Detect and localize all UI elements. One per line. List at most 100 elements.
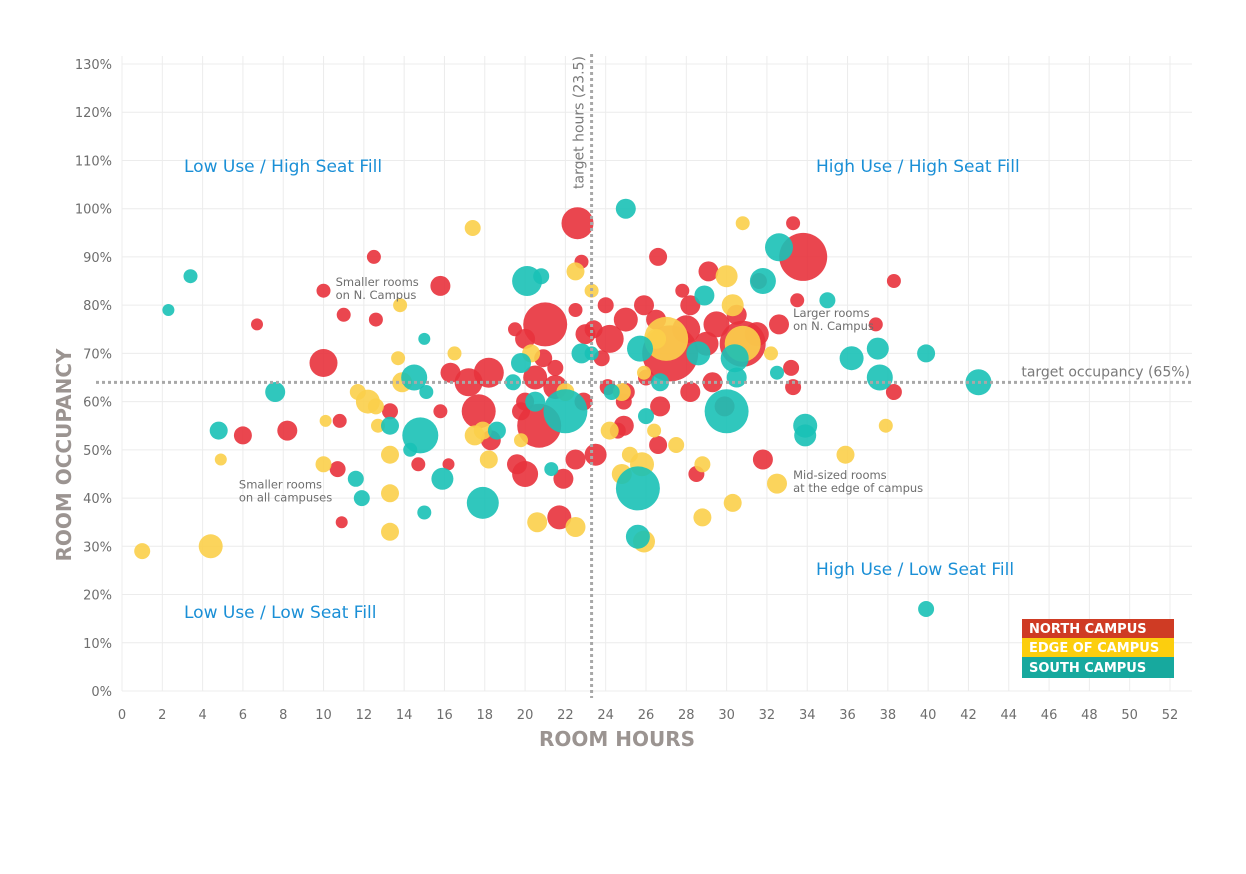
bubble <box>565 449 586 470</box>
bubble <box>515 328 536 349</box>
x-tick-label: 48 <box>1081 708 1098 723</box>
bubble <box>637 365 651 380</box>
annotation: Larger rooms on N. Campus <box>793 306 874 333</box>
bubble <box>183 269 198 284</box>
bubble <box>514 433 528 448</box>
bubble <box>391 351 406 366</box>
bubble <box>785 379 802 396</box>
bubble <box>694 456 711 473</box>
bubble <box>366 249 381 264</box>
x-tick-label: 32 <box>759 708 776 723</box>
grid <box>121 56 1192 692</box>
bubble <box>770 365 784 380</box>
target-hours-label: target hours (23.5) <box>572 56 588 189</box>
bubble <box>349 384 366 400</box>
bubble <box>367 398 384 415</box>
bubble <box>512 461 539 487</box>
bubble <box>668 437 685 453</box>
x-axis-ticks: 0 2 4 6 8 10 12 14 16 18 20 22 24 26 28 30 32 34 36 38 40 42 4… <box>118 708 1178 723</box>
bubble <box>878 418 893 433</box>
bubble <box>418 332 431 345</box>
bubble <box>544 462 559 477</box>
bubble <box>336 307 351 322</box>
bubble <box>430 275 451 296</box>
annotation-line: Mid-sized rooms <box>793 468 887 482</box>
bubble <box>752 449 773 470</box>
bubble <box>335 516 348 529</box>
y-axis-title: ROOM OCCUPANCY <box>52 348 76 562</box>
bubble <box>627 335 653 362</box>
bubble <box>511 353 531 373</box>
bubble <box>473 421 492 440</box>
y-tick-label: 120% <box>75 106 112 121</box>
bubble <box>866 364 893 391</box>
x-tick-label: 14 <box>396 708 413 723</box>
bubble <box>417 505 432 520</box>
bubble <box>783 359 800 376</box>
bubble <box>315 456 332 473</box>
bubble <box>571 343 592 364</box>
bubble <box>533 268 550 285</box>
target-lines: target hours (23.5) target occupancy (65… <box>96 54 1192 698</box>
bubble <box>702 372 723 393</box>
bubble <box>584 320 603 339</box>
bubble <box>433 404 448 419</box>
bubble <box>885 384 902 400</box>
x-tick-label: 24 <box>597 708 614 723</box>
x-tick-label: 42 <box>960 708 977 723</box>
annotation: Smaller rooms on all campuses <box>239 477 332 504</box>
bubble <box>584 443 607 466</box>
bubble <box>918 601 935 617</box>
annotation: Mid-sized rooms at the edge of campus <box>793 468 923 495</box>
bubble <box>381 445 399 464</box>
y-tick-label: 100% <box>75 203 112 218</box>
bubble <box>198 534 223 559</box>
y-tick-label: 80% <box>83 299 112 314</box>
x-tick-label: 36 <box>839 708 856 723</box>
bubble <box>698 261 719 282</box>
bubble <box>597 297 614 314</box>
quadrant-bottom-right: High Use / Low Seat Fill <box>816 560 1014 580</box>
y-tick-label: 50% <box>83 444 112 459</box>
x-tick-label: 28 <box>678 708 695 723</box>
x-tick-label: 10 <box>315 708 332 723</box>
bubble <box>819 292 836 309</box>
quadrant-bottom-left: Low Use / Low Seat Fill <box>184 603 377 623</box>
bubble <box>332 413 347 428</box>
bubble <box>419 385 434 399</box>
x-tick-label: 22 <box>557 708 574 723</box>
quadrant-top-right: High Use / High Seat Fill <box>816 157 1020 177</box>
y-tick-label: 0% <box>91 685 112 700</box>
legend-label-north: NORTH CAMPUS <box>1029 622 1147 637</box>
bubble <box>566 262 585 281</box>
annotation-line: on all campuses <box>239 490 332 504</box>
legend: NORTH CAMPUS EDGE OF CAMPUS SOUTH CAMPUS <box>1022 619 1174 678</box>
bubble <box>693 508 712 527</box>
bubble <box>615 466 660 511</box>
bubble <box>680 295 701 316</box>
bubble <box>403 442 418 457</box>
bubble <box>381 522 399 541</box>
legend-label-south: SOUTH CAMPUS <box>1029 661 1146 676</box>
annotation: Smaller rooms on N. Campus <box>336 275 419 302</box>
legend-swatch-south <box>1022 657 1174 678</box>
bubble <box>868 317 883 332</box>
y-tick-label: 40% <box>83 492 112 507</box>
bubble <box>553 468 574 489</box>
bubble <box>487 421 506 440</box>
bubble <box>214 453 227 466</box>
bubble <box>431 467 454 490</box>
bubble <box>917 344 936 363</box>
bubble <box>525 391 546 412</box>
bubble <box>644 316 689 361</box>
bubble <box>547 359 564 376</box>
x-tick-label: 52 <box>1162 708 1179 723</box>
bubble <box>720 344 749 373</box>
y-tick-label: 110% <box>75 154 112 169</box>
annotation-line: Smaller rooms <box>336 275 419 289</box>
bubble <box>584 346 599 361</box>
bubble <box>769 314 789 335</box>
x-tick-label: 2 <box>158 708 166 723</box>
bubble <box>647 423 662 438</box>
bubble <box>442 458 455 471</box>
